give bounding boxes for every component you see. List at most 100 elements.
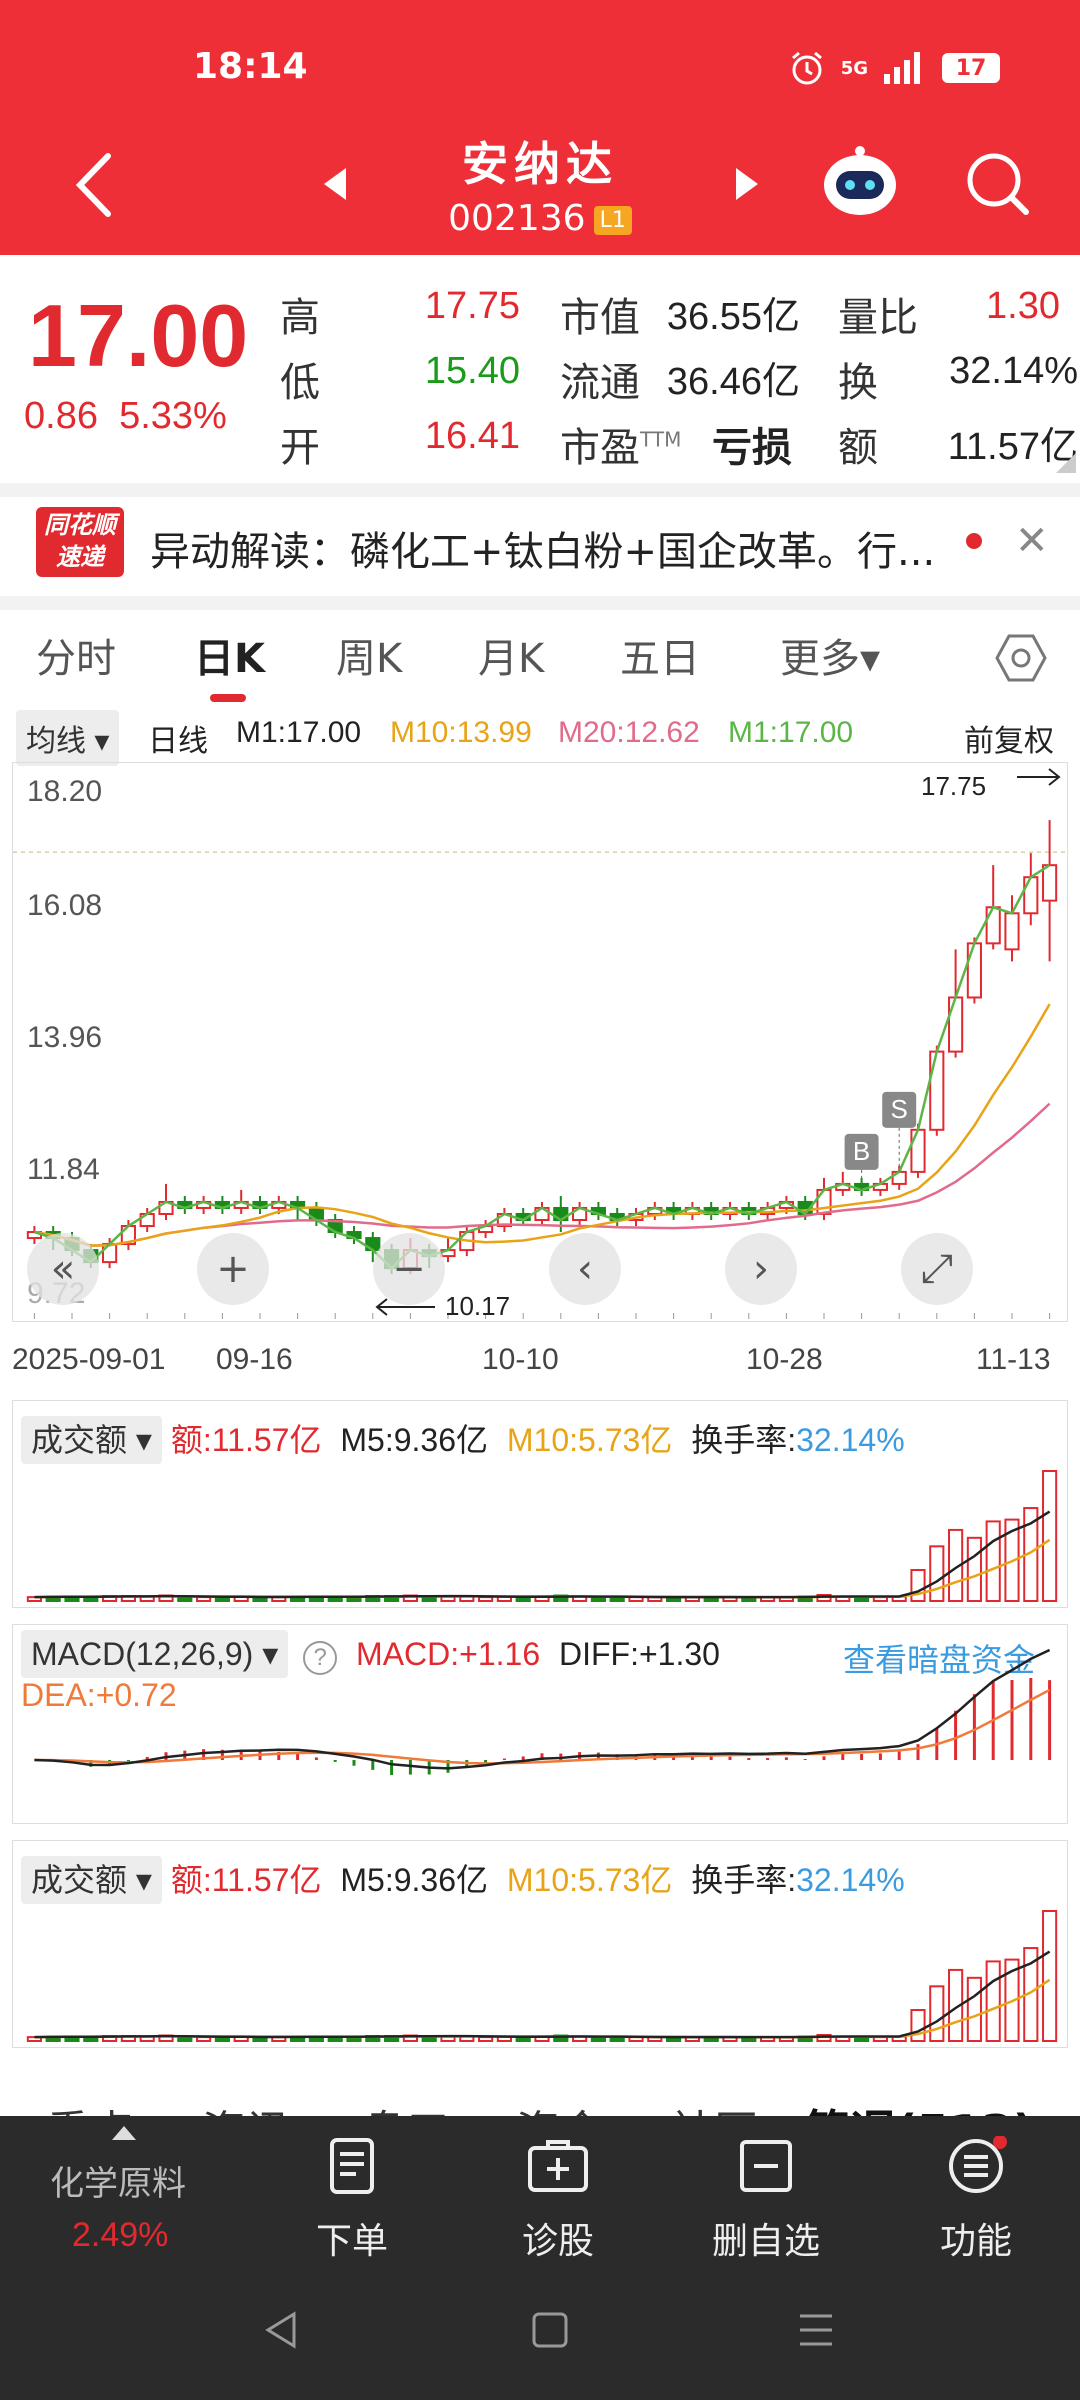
high-arrow-icon [1017, 768, 1061, 786]
dea-line [34, 1688, 1051, 1765]
high-price-mark: 17.75 [921, 771, 987, 801]
x-tick-label: 09-16 [216, 1343, 293, 1376]
zoom-in-button[interactable]: + [197, 1233, 269, 1305]
robot-assistant-icon[interactable] [820, 145, 900, 221]
status-time: 18:14 [193, 46, 308, 87]
volume-select-dropdown-2[interactable]: 成交额 ▾ [21, 1856, 162, 1904]
function-button[interactable]: 功能 [886, 2135, 1066, 2264]
volume-m10-2: M10:5.73亿 [506, 1862, 673, 1898]
candle-body [966, 942, 982, 999]
news-logo: 同花顺 速递 [36, 507, 124, 577]
volume-bar [985, 1520, 1001, 1602]
rewind-button[interactable]: « [27, 1233, 99, 1305]
y-tick-label: 18.20 [27, 775, 103, 808]
back-icon[interactable] [70, 150, 120, 220]
close-icon[interactable]: ✕ [1015, 518, 1049, 564]
macd-select-dropdown[interactable]: MACD(12,26,9) ▾ [21, 1630, 289, 1678]
buy-marker-label: B [853, 1136, 870, 1166]
quote-panel: 17.00 0.86 5.33% 高 17.75 低 15.40 开 16.41… [0, 255, 1080, 485]
adjust-mode[interactable]: 前复权 [964, 725, 1054, 758]
sector-name[interactable]: 化学原料 [50, 2164, 186, 2204]
tab-five-day[interactable]: 五日 [620, 636, 700, 682]
tab-monthly-k[interactable]: 月K [478, 636, 545, 682]
volume-bar [478, 1596, 494, 1602]
nav-back-icon[interactable] [262, 2310, 302, 2350]
turnover-value: 32.14% [949, 350, 1078, 392]
caret-up-icon [112, 2126, 136, 2140]
news-text[interactable]: 异动解读：磷化工+钛白粉+国企改革。行... [150, 529, 936, 575]
change-value: 0.86 [24, 395, 98, 437]
volume-bar [478, 2036, 494, 2042]
pe-label: 市盈TTM [560, 415, 681, 473]
volume-bar [910, 2009, 926, 2042]
settings-hexagon-icon[interactable] [995, 632, 1047, 684]
zoom-out-button[interactable]: − [373, 1233, 445, 1305]
stock-name: 安纳达 [462, 137, 618, 191]
volume-bar [910, 1569, 926, 1602]
y-tick-label: 13.96 [27, 1021, 103, 1054]
line-type: 日线 [148, 725, 208, 758]
remove-watchlist-button[interactable]: 删自选 [676, 2136, 856, 2264]
prev-stock-icon[interactable] [320, 166, 350, 202]
ma-select-dropdown[interactable]: 均线 ▾ [16, 710, 120, 766]
sub-tabs: 重点 资讯 盘口 资金 社区 简况(513) [0, 2060, 1080, 2120]
diagnose-button[interactable]: 诊股 [468, 2136, 648, 2264]
high-label: 高 [280, 295, 320, 341]
volume-amount: 额:11.57亿 [170, 1422, 322, 1458]
battery-icon: 17 [942, 53, 1000, 83]
signal-icon [884, 52, 920, 84]
news-bar[interactable]: 同花顺 速递 异动解读：磷化工+钛白粉+国企改革。行... [0, 495, 1080, 595]
order-button[interactable]: 下单 [262, 2136, 442, 2264]
sell-marker [882, 1091, 917, 1128]
search-icon[interactable] [964, 150, 1032, 220]
scroll-left-button[interactable]: ‹ [549, 1233, 621, 1305]
volume-m5: M5:9.36亿 [340, 1422, 488, 1458]
x-tick-label: 2025-09-01 [12, 1343, 166, 1376]
function-label: 功能 [939, 2221, 1012, 2262]
volume-bars-2 [26, 1910, 1058, 2043]
volume-panel-2[interactable]: 成交额 ▾ 额:11.57亿 M5:9.36亿 M10:5.73亿 换手率:32… [12, 1840, 1068, 2048]
diff-line [34, 1648, 1051, 1770]
market-cap-value: 36.55亿 [666, 296, 800, 338]
volume-panel[interactable]: 成交额 ▾ 额:11.57亿 M5:9.36亿 M10:5.73亿 换手率:32… [12, 1400, 1068, 1608]
amount-label: 额 [838, 425, 878, 471]
volume-select-dropdown[interactable]: 成交额 ▾ [21, 1416, 162, 1464]
nav-recent-icon[interactable] [796, 2310, 836, 2350]
tab-intraday[interactable]: 分时 [36, 636, 116, 682]
market-cap-label: 市值 [560, 295, 640, 341]
volume-ma10-line [34, 1538, 1051, 1599]
volume-bar [966, 1976, 982, 2043]
kline-chart[interactable]: BS 18.20 16.08 13.96 11.84 9.72 17.75 10… [12, 762, 1068, 1322]
turnover-rate: 32.14% [796, 1422, 905, 1458]
scroll-right-button[interactable]: › [725, 1233, 797, 1305]
alarm-icon [791, 51, 822, 85]
app-header: 18:14 5G 17 安纳达 002136 L1 [0, 0, 1080, 255]
volume-bar [929, 1985, 945, 2042]
open-label: 开 [280, 425, 320, 471]
next-stock-icon[interactable] [732, 166, 762, 202]
x-tick-label: 10-28 [746, 1343, 823, 1376]
diff-value: DIFF:+1.30 [559, 1636, 720, 1672]
tab-weekly-k[interactable]: 周K [336, 636, 403, 682]
price-change: 0.86 5.33% [24, 395, 227, 438]
help-icon[interactable]: ? [303, 1641, 338, 1675]
kline-svg: BS [13, 768, 1067, 1319]
network-type: 5G [840, 57, 868, 79]
fullscreen-button[interactable]: ⤢ [901, 1233, 973, 1305]
macd-panel[interactable]: MACD(12,26,9) ▾ ? MACD:+1.16 DIFF:+1.30 … [12, 1624, 1068, 1824]
dark-pool-link[interactable]: 查看暗盘资金 [843, 1642, 1036, 1678]
pe-sup: TTM [640, 427, 682, 452]
active-tab-indicator [210, 694, 246, 702]
amount-value: 11.57亿 [947, 426, 1078, 468]
expand-corner-icon[interactable] [1056, 453, 1076, 473]
tab-daily-k[interactable]: 日K [194, 636, 265, 682]
candle-body [948, 996, 964, 1053]
y-tick-label: 16.08 [27, 889, 103, 922]
stock-code-row: 002136 L1 [0, 198, 1080, 239]
vol-ratio-value: 1.30 [986, 285, 1060, 327]
remove-watchlist-icon [740, 2140, 792, 2192]
divider [0, 483, 1080, 497]
tab-more[interactable]: 更多▾ [780, 636, 881, 682]
turnover-label: 换 [838, 360, 878, 406]
nav-home-icon[interactable] [530, 2310, 570, 2350]
